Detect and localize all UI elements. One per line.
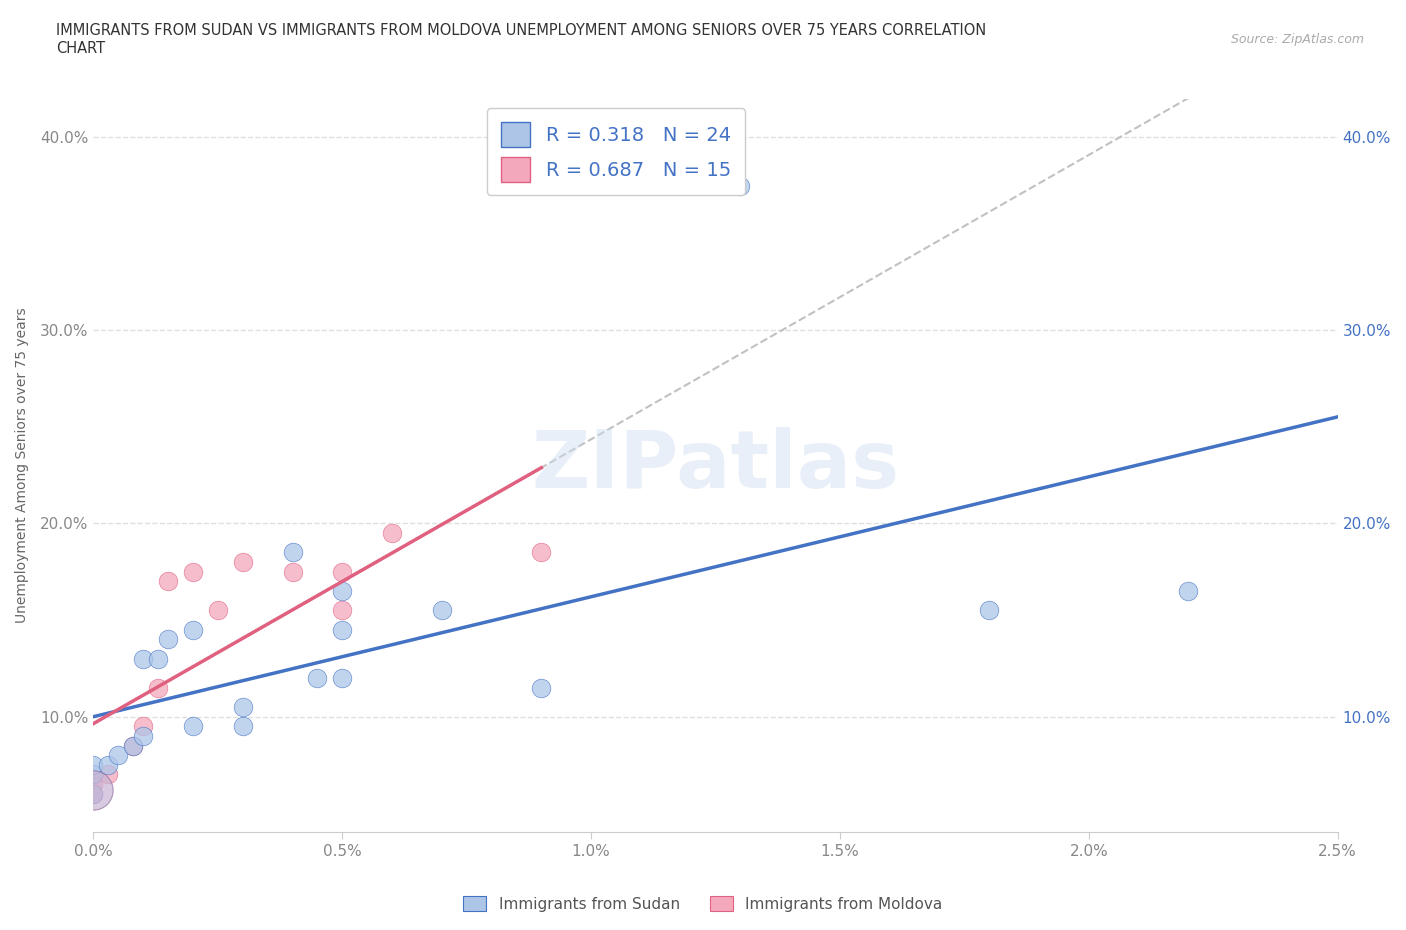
Point [232,699,254,714]
Point [330,584,353,599]
Point [82,777,104,791]
Point [530,545,553,560]
Point [330,622,353,637]
Point [97,767,120,782]
Point [1177,584,1199,599]
Legend: R = 0.318   N = 24, R = 0.687   N = 15: R = 0.318 N = 24, R = 0.687 N = 15 [488,109,745,195]
Point [122,738,145,753]
Point [157,631,180,646]
Point [207,603,229,618]
Text: Source: ZipAtlas.com: Source: ZipAtlas.com [1230,33,1364,46]
Point [132,728,155,743]
Point [330,603,353,618]
Point [82,767,104,782]
Y-axis label: Unemployment Among Seniors over 75 years: Unemployment Among Seniors over 75 years [15,308,30,623]
Point [281,565,304,579]
Text: IMMIGRANTS FROM SUDAN VS IMMIGRANTS FROM MOLDOVA UNEMPLOYMENT AMONG SENIORS OVER: IMMIGRANTS FROM SUDAN VS IMMIGRANTS FROM… [56,23,987,56]
Point [381,525,404,540]
Point [181,565,204,579]
Point [122,738,145,753]
Point [132,719,155,734]
Point [181,622,204,637]
Point [146,680,169,695]
Point [330,565,353,579]
Point [146,651,169,666]
Point [107,748,129,763]
Point [82,787,104,802]
Point [157,574,180,589]
Point [979,603,1001,618]
Point [132,651,155,666]
Point [730,179,752,193]
Point [97,757,120,772]
Point [307,671,329,685]
Point [82,787,104,802]
Point [232,719,254,734]
Point [330,671,353,685]
Legend: Immigrants from Sudan, Immigrants from Moldova: Immigrants from Sudan, Immigrants from M… [457,889,949,918]
Point [232,554,254,569]
Point [430,603,453,618]
Point [82,757,104,772]
Point [181,719,204,734]
Text: ZIPatlas: ZIPatlas [531,427,900,505]
Point [530,680,553,695]
Point [82,782,104,797]
Point [281,545,304,560]
